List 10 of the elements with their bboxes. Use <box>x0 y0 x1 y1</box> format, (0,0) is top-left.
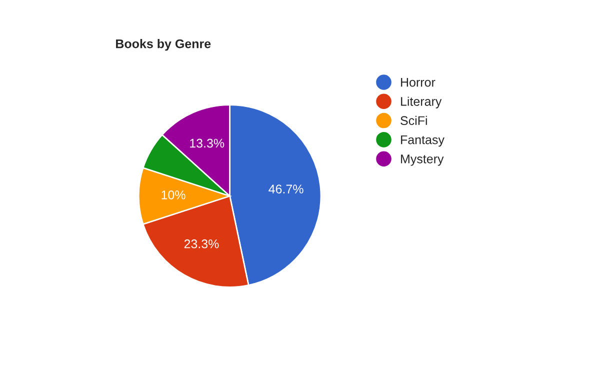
legend-label: Horror <box>401 78 436 87</box>
data-label: 13.3% <box>190 138 224 148</box>
legend-label: Mystery <box>401 154 444 166</box>
legend-label: SciFi <box>400 116 427 126</box>
data-label: 46.7% <box>268 184 304 194</box>
legend-label: Fantasy <box>401 135 444 147</box>
data-label: 10% <box>162 190 186 200</box>
legend-label: Literary <box>401 96 442 108</box>
chart-title: Books by Genre <box>116 39 211 51</box>
data-label: 23.3% <box>184 239 219 248</box>
